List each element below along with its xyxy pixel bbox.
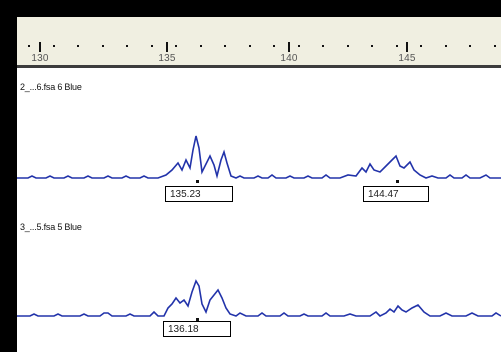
ruler-label-145: 145 [398,53,416,64]
peak-label-135-23[interactable]: 135.23 [165,186,233,202]
ruler-label-130: 130 [31,53,49,64]
minor-tick [53,45,55,47]
minor-tick [322,45,324,47]
minor-tick [396,45,398,47]
minor-tick [371,45,373,47]
size-ruler [17,17,501,65]
minor-tick [126,45,128,47]
minor-tick [28,45,30,47]
minor-ticks [28,45,496,47]
minor-tick [175,45,177,47]
trace-line-1 [17,135,501,180]
minor-tick [494,45,496,47]
ruler-label-140: 140 [280,53,298,64]
minor-tick [151,45,153,47]
ruler-ticks [39,42,408,52]
minor-tick [298,45,300,47]
peak-marker-3 [196,318,199,321]
peak-label-144-47[interactable]: 144.47 [363,186,429,202]
window-left-border [0,0,17,352]
peak-markers [196,180,399,321]
minor-tick [102,45,104,47]
minor-tick [273,45,275,47]
minor-tick [469,45,471,47]
minor-tick [77,45,79,47]
minor-tick [249,45,251,47]
trace-line-2 [17,279,501,317]
minor-tick [347,45,349,47]
peak-marker-1 [196,180,199,183]
window-top-border [0,0,501,17]
ruler-divider [17,65,501,68]
ruler-label-135: 135 [158,53,176,64]
minor-tick [420,45,422,47]
minor-tick [200,45,202,47]
peak-label-136-18[interactable]: 136.18 [163,321,231,337]
minor-tick [224,45,226,47]
minor-tick [445,45,447,47]
track-name-2: 3_...5.fsa 5 Blue [20,222,82,232]
peak-marker-2 [396,180,399,183]
track-name-1: 2_...6.fsa 6 Blue [20,82,82,92]
